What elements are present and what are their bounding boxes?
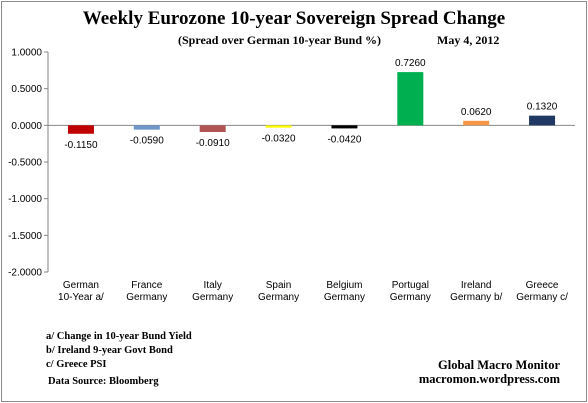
x-tick-label: Germany [258, 292, 299, 303]
x-tick-label: Germany [192, 292, 233, 303]
y-tick-label: -1.5000 [8, 231, 42, 242]
x-tick-label: Germany c/ [516, 292, 568, 303]
data-label: -0.0420 [327, 134, 361, 145]
data-label: 0.1320 [527, 102, 558, 113]
chart-subtitle: (Spread over German 10-year Bund %) [178, 33, 381, 47]
footnotes: a/ Change in 10-year Bund Yield b/ Irela… [46, 330, 192, 372]
x-tick-label: German [63, 280, 99, 291]
data-label: -0.0590 [130, 136, 164, 147]
x-tick-label: Belgium [326, 280, 362, 291]
bar [133, 125, 160, 130]
y-tick-label: -2.0000 [8, 268, 42, 279]
x-tick-label: Germany b/ [450, 292, 502, 303]
credit-name: Global Macro Monitor [438, 358, 560, 372]
x-tick-label: Italy [204, 280, 222, 291]
data-label: 0.7260 [395, 58, 426, 69]
footnote-a: a/ Change in 10-year Bund Yield [46, 331, 192, 342]
data-source: Data Source: Bloomberg [48, 376, 159, 387]
bar [397, 72, 424, 126]
chart-title: Weekly Eurozone 10-year Sovereign Spread… [82, 8, 506, 29]
y-tick-label: 1.0000 [11, 48, 42, 59]
data-label: -0.1150 [64, 140, 98, 151]
y-tick-label: 0.0000 [11, 121, 42, 132]
data-label: -0.0320 [262, 134, 296, 145]
footnote-c: c/ Greece PSI [46, 359, 107, 370]
data-label: 0.0620 [461, 107, 492, 118]
x-tick-label: France [131, 280, 163, 291]
y-tick-label: 0.5000 [11, 84, 42, 95]
credit-url: macromon.wordpress.com [418, 372, 560, 386]
x-tick-label: Portugal [392, 280, 429, 291]
bar [331, 125, 358, 129]
data-label: -0.0910 [196, 138, 230, 149]
x-tick-label: Germany [126, 292, 167, 303]
x-tick-label: Ireland [461, 280, 492, 291]
bar [463, 120, 490, 126]
x-tick-label: Greece [526, 280, 559, 291]
x-tick-label: 10-Year a/ [58, 292, 104, 303]
x-tick-label: Germany [324, 292, 365, 303]
bar [529, 115, 556, 126]
y-tick-label: -0.5000 [8, 158, 42, 169]
y-tick-label: -1.0000 [8, 194, 42, 205]
x-tick-label: Spain [266, 280, 292, 291]
bar [199, 125, 226, 133]
x-tick-label: Germany [390, 292, 431, 303]
footnote-b: b/ Ireland 9-year Govt Bond [46, 345, 173, 356]
credit: Global Macro Monitor macromon.wordpress.… [419, 358, 560, 386]
bar [265, 125, 292, 128]
bar [67, 125, 94, 134]
chart-date: May 4, 2012 [437, 33, 500, 47]
